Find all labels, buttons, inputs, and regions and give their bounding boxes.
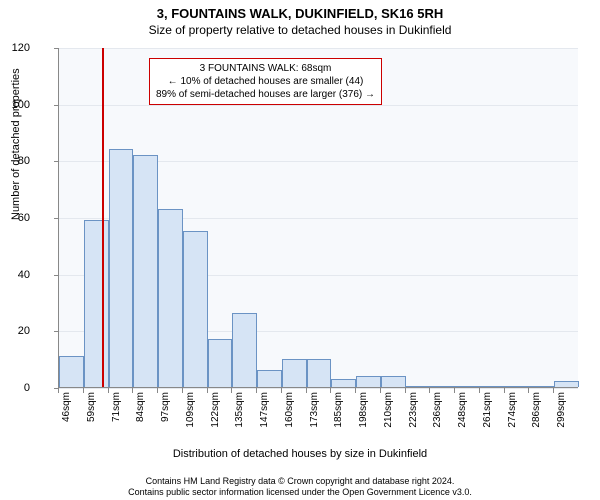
xtick-label: 261sqm [482, 392, 493, 428]
xtick-mark [157, 388, 158, 393]
ytick-mark [54, 331, 59, 332]
xtick-label: 160sqm [284, 392, 295, 428]
gridline [59, 388, 578, 389]
xtick-mark [355, 388, 356, 393]
xtick-label: 299sqm [556, 392, 567, 428]
xtick-mark [281, 388, 282, 393]
xtick-mark [83, 388, 84, 393]
ytick-label: 120 [0, 42, 30, 54]
xtick-label: 97sqm [160, 392, 171, 422]
ytick-mark [54, 218, 59, 219]
xtick-label: 46sqm [61, 392, 72, 422]
xtick-label: 173sqm [309, 392, 320, 428]
bar [133, 155, 158, 387]
ytick-label: 80 [0, 155, 30, 167]
bar [406, 386, 431, 387]
bar [59, 356, 84, 387]
info-line-2: ← 10% of detached houses are smaller (44… [156, 75, 375, 88]
xtick-label: 59sqm [86, 392, 97, 422]
info-line-1: 3 FOUNTAINS WALK: 68sqm [156, 62, 375, 75]
footer-line-1: Contains HM Land Registry data © Crown c… [0, 476, 600, 487]
xtick-label: 274sqm [507, 392, 518, 428]
xtick-label: 286sqm [531, 392, 542, 428]
xtick-mark [553, 388, 554, 393]
bar [356, 376, 381, 387]
bar [84, 220, 109, 387]
bar [232, 313, 257, 387]
ytick-label: 40 [0, 269, 30, 281]
xtick-label: 198sqm [358, 392, 369, 428]
x-axis-label: Distribution of detached houses by size … [0, 448, 600, 460]
bar [430, 386, 455, 387]
ytick-label: 60 [0, 212, 30, 224]
ytick-label: 0 [0, 382, 30, 394]
xtick-mark [454, 388, 455, 393]
xtick-mark [330, 388, 331, 393]
plot-area: 3 FOUNTAINS WALK: 68sqm← 10% of detached… [58, 48, 578, 388]
xtick-label: 84sqm [135, 392, 146, 422]
bar [480, 386, 505, 387]
page-subtitle: Size of property relative to detached ho… [0, 21, 600, 37]
y-axis-label: Number of detached properties [10, 68, 22, 220]
page-title: 3, FOUNTAINS WALK, DUKINFIELD, SK16 5RH [0, 0, 600, 21]
xtick-label: 147sqm [259, 392, 270, 428]
ytick-label: 100 [0, 99, 30, 111]
xtick-label: 248sqm [457, 392, 468, 428]
bar [529, 386, 554, 387]
xtick-mark [231, 388, 232, 393]
xtick-mark [306, 388, 307, 393]
xtick-label: 210sqm [383, 392, 394, 428]
xtick-mark [405, 388, 406, 393]
xtick-mark [182, 388, 183, 393]
xtick-mark [256, 388, 257, 393]
xtick-mark [207, 388, 208, 393]
ytick-mark [54, 275, 59, 276]
bar [282, 359, 307, 387]
xtick-label: 185sqm [333, 392, 344, 428]
xtick-mark [429, 388, 430, 393]
bar [208, 339, 233, 387]
ytick-mark [54, 105, 59, 106]
xtick-mark [380, 388, 381, 393]
info-box: 3 FOUNTAINS WALK: 68sqm← 10% of detached… [149, 58, 382, 105]
chart-area: 3 FOUNTAINS WALK: 68sqm← 10% of detached… [58, 48, 578, 408]
bar [257, 370, 282, 387]
ytick-mark [54, 161, 59, 162]
gridline [59, 48, 578, 49]
xtick-label: 71sqm [111, 392, 122, 422]
reference-line [102, 48, 104, 387]
bar [554, 381, 579, 387]
footer-line-2: Contains public sector information licen… [0, 487, 600, 498]
bar [381, 376, 406, 387]
xtick-mark [58, 388, 59, 393]
xtick-label: 109sqm [185, 392, 196, 428]
info-line-3: 89% of semi-detached houses are larger (… [156, 88, 375, 101]
bar [307, 359, 332, 387]
ytick-label: 20 [0, 325, 30, 337]
ytick-mark [54, 48, 59, 49]
xtick-mark [108, 388, 109, 393]
xtick-mark [132, 388, 133, 393]
footer: Contains HM Land Registry data © Crown c… [0, 476, 600, 499]
xtick-label: 122sqm [210, 392, 221, 428]
xtick-mark [504, 388, 505, 393]
bar [109, 149, 134, 387]
xtick-label: 223sqm [408, 392, 419, 428]
xtick-mark [479, 388, 480, 393]
bar [183, 231, 208, 387]
bar [505, 386, 530, 387]
xtick-label: 135sqm [234, 392, 245, 428]
xtick-mark [528, 388, 529, 393]
bar [158, 209, 183, 388]
xtick-label: 236sqm [432, 392, 443, 428]
bar [455, 386, 480, 387]
bar [331, 379, 356, 388]
